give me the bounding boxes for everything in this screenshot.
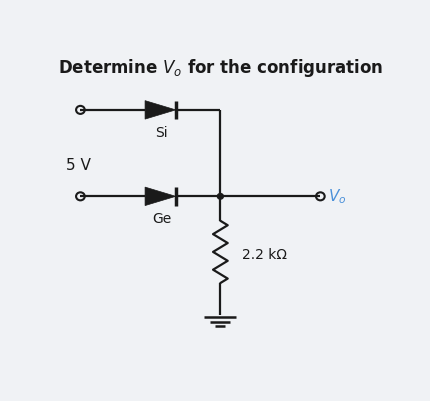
Polygon shape <box>145 101 176 119</box>
Text: $V_o$: $V_o$ <box>328 187 346 206</box>
Text: 2.2 kΩ: 2.2 kΩ <box>242 248 287 262</box>
Text: Ge: Ge <box>152 213 171 227</box>
Circle shape <box>218 194 223 199</box>
Text: Si: Si <box>155 126 168 140</box>
Text: 5 V: 5 V <box>66 158 91 173</box>
Polygon shape <box>145 187 176 206</box>
Text: Determine $V_o$ for the configuration: Determine $V_o$ for the configuration <box>58 57 383 79</box>
